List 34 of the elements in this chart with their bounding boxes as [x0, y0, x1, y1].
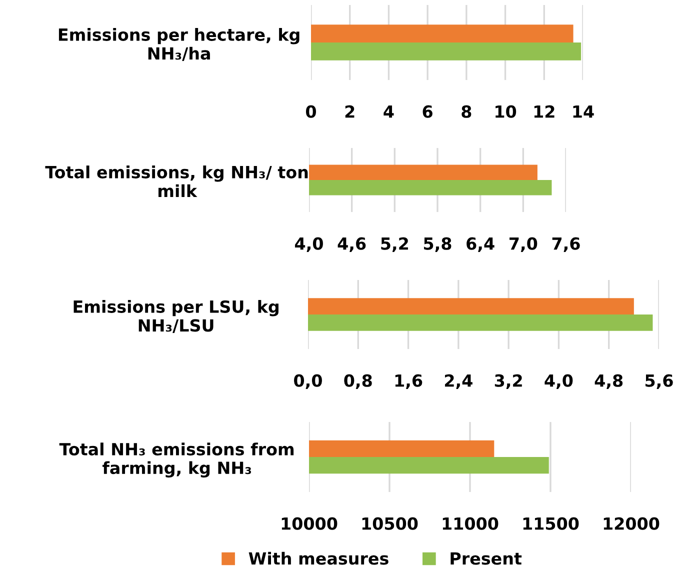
x-tick-label: 11000 [442, 517, 498, 530]
x-tick-label: 6 [422, 105, 432, 118]
x-tick-label: 7,0 [510, 237, 538, 252]
y-tick-label: Emissions per hectare, kg NH₃/ha [58, 28, 300, 62]
x-tick-label: 8 [462, 105, 472, 118]
y-tick-label: Total NH₃ emissions from farming, kg NH₃ [59, 442, 294, 478]
x-tick-label: 0,0 [294, 374, 322, 390]
x-tick-label: 12 [534, 105, 554, 118]
x-tick-label: 3,2 [494, 374, 522, 390]
x-tick-label: 10 [496, 105, 516, 118]
legend-label: With measures [248, 552, 388, 565]
x-tick-label: 4,0 [294, 237, 323, 252]
x-tick-label: 6,4 [466, 237, 494, 252]
x-tick-label: 10500 [362, 517, 418, 530]
x-tick-label: 5,8 [424, 237, 452, 252]
x-tick-label: 4,0 [544, 374, 573, 390]
x-tick-label: 10000 [282, 517, 338, 530]
x-tick-label: 14 [573, 106, 594, 118]
x-tick-label: 5,6 [646, 374, 673, 390]
x-tick-label: 2,4 [444, 374, 472, 390]
x-tick-label: 11500 [523, 517, 579, 530]
x-tick-label: 12000 [604, 517, 660, 530]
x-tick-label: 7,6 [552, 237, 580, 252]
x-tick-label: 4,8 [594, 374, 623, 390]
x-tick-label: 2 [345, 105, 354, 118]
x-tick-label: 0,8 [344, 374, 372, 390]
x-tick-label: 4 [384, 106, 394, 118]
x-tick-label: 4,6 [338, 237, 366, 252]
y-tick-label: Total emissions, kg NH₃/ ton milk [45, 166, 308, 197]
y-tick-label: Emissions per LSU, kg NH₃/LSU [74, 300, 278, 334]
x-tick-label: 0 [306, 105, 316, 118]
legend-label: Present [450, 552, 522, 565]
x-tick-label: 5,2 [381, 237, 408, 252]
x-tick-label: 1,6 [395, 374, 422, 390]
